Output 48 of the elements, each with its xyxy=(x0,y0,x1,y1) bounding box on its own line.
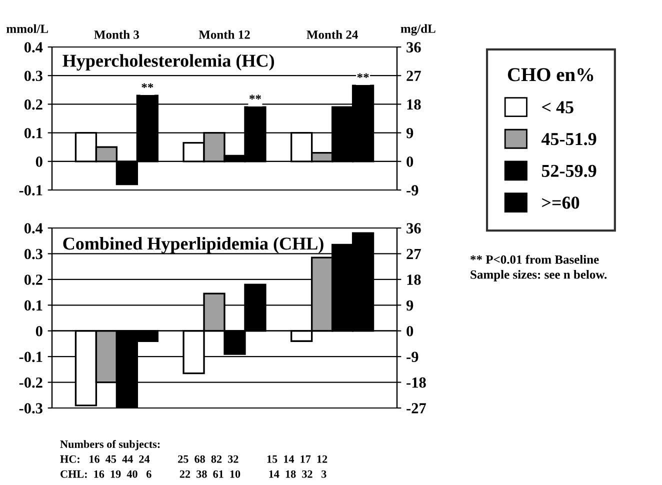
y2-tick-label: 36 xyxy=(406,223,421,234)
y-tick-label: 0.3 xyxy=(24,70,42,82)
legend-label: 52-59.9 xyxy=(542,164,596,178)
y2-tick-label: 9 xyxy=(406,128,414,138)
data-label: ** xyxy=(249,94,261,100)
y2-tick-label: 9 xyxy=(406,300,414,311)
y-tick-label: 0.4 xyxy=(24,42,43,53)
text: CHL: 16 19 40 6 22 38 61 10 14 18 32 3 xyxy=(60,470,326,478)
y2-tick-label: -27 xyxy=(406,403,426,414)
y2-tick-label: 36 xyxy=(406,42,421,52)
y2-tick-label: 27 xyxy=(406,248,421,260)
y2-tick-label: -18 xyxy=(406,377,426,388)
x-tick-label: Month 3 xyxy=(94,30,140,39)
data-label: ** xyxy=(357,73,369,78)
y2-tick-label: -9 xyxy=(406,352,418,362)
data-label: ** xyxy=(142,83,154,88)
y-tick-label: 0.1 xyxy=(24,300,42,311)
text: Sample sizes: see n below. xyxy=(470,270,607,282)
y2-tick-label: 0 xyxy=(406,326,414,336)
y-tick-label: -0.1 xyxy=(19,185,42,196)
text: HC: 16 45 44 24 25 68 82 32 15 14 17 12 xyxy=(60,455,328,463)
y-tick-label: -0.3 xyxy=(19,403,42,414)
y-tick-label: 0 xyxy=(36,156,42,167)
legend-label: < 45 xyxy=(542,101,574,114)
y-tick-label: 0.1 xyxy=(24,128,42,138)
y2-axis-title: mg/dL xyxy=(400,24,436,36)
y-tick-label: 0.2 xyxy=(24,99,42,110)
y-tick-label: -0.1 xyxy=(19,352,42,362)
y2-tick-label: 27 xyxy=(406,70,421,81)
x-tick-label: Month 12 xyxy=(198,30,250,39)
x-tick-label: Month 24 xyxy=(306,30,358,39)
legend-label: 45-51.9 xyxy=(541,133,596,146)
chart-title: Combined Hyperlipidemia (CHL) xyxy=(63,237,324,254)
y-tick-label: 0.4 xyxy=(24,223,43,234)
y2-tick-label: 18 xyxy=(407,99,421,110)
y-tick-label: -0.2 xyxy=(19,377,42,388)
text: ** P<0.01 from Baseline xyxy=(470,254,599,264)
legend-label: >=60 xyxy=(542,196,580,209)
y-tick-label: 0 xyxy=(36,326,42,336)
chart-title: Hypercholesterolemia (HC) xyxy=(62,54,274,71)
y2-tick-label: -9 xyxy=(406,185,418,196)
legend-title: CHO en% xyxy=(508,68,594,82)
y-axis-title: mmol/L xyxy=(6,24,48,34)
text: Numbers of subjects: xyxy=(60,440,160,450)
y-tick-label: 0.2 xyxy=(24,274,42,285)
y2-tick-label: 0 xyxy=(406,156,414,167)
y2-tick-label: 18 xyxy=(407,274,421,285)
y-tick-label: 0.3 xyxy=(24,248,42,260)
